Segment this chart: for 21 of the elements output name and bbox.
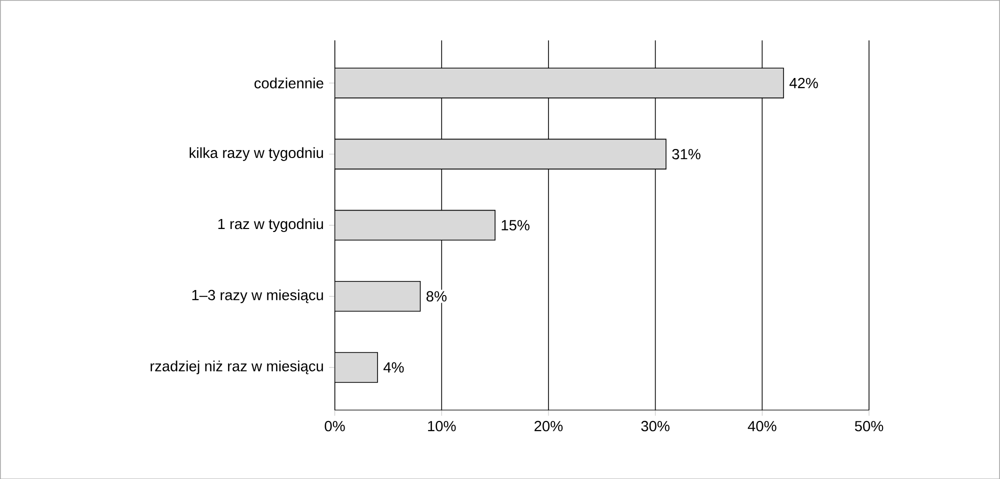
y-tick-label: kilka razy w tygodniu: [190, 147, 323, 161]
bar: [334, 352, 378, 383]
x-tick-label: 0%: [324, 420, 345, 432]
y-tick-label: 1–3 razy w miesiącu: [192, 289, 323, 303]
data-label: 42%: [789, 78, 818, 88]
x-tick-label: 20%: [534, 420, 563, 432]
bar: [334, 138, 666, 170]
data-label: 8%: [426, 290, 447, 302]
y-tick-label: rzadziej niż raz w miesiącu: [150, 360, 323, 374]
x-tick-label: 50%: [854, 420, 884, 432]
x-tick-label: 40%: [748, 420, 776, 432]
x-tick-label: 10%: [428, 420, 456, 432]
y-tick-label: 1 raz w tygodniu: [218, 218, 323, 232]
bar: [334, 280, 421, 312]
data-label: 15%: [502, 220, 530, 230]
bar: [334, 68, 784, 98]
x-tick-label: 30%: [641, 420, 670, 432]
y-tick-label: codziennie: [254, 77, 324, 88]
data-label: 31%: [672, 148, 700, 160]
data-label: 4%: [383, 362, 404, 372]
bar: [334, 210, 496, 240]
